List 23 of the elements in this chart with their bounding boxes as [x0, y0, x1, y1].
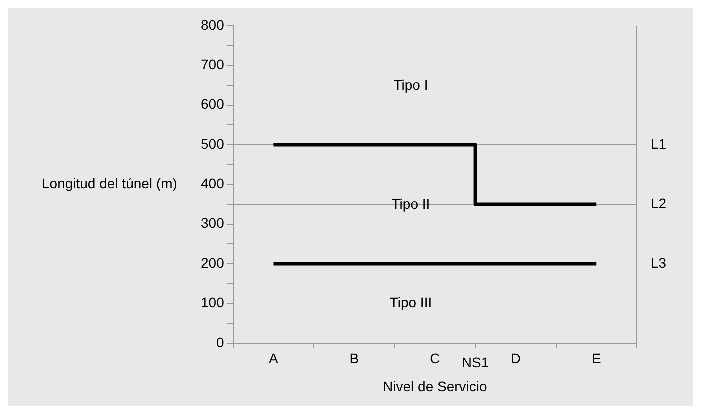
annotation: Tipo I — [394, 77, 428, 94]
y-tick-label: 700 — [201, 56, 225, 73]
y-tick-label: 0 — [216, 334, 225, 350]
y-tick-label: 400 — [201, 176, 225, 192]
x-tick-label: C — [430, 350, 440, 367]
y-tick-label: 200 — [201, 254, 225, 271]
x-tick-label: B — [350, 350, 360, 367]
x-tick-label: A — [269, 350, 280, 367]
x-tick-label: D — [510, 350, 521, 367]
x-tick-label: E — [592, 350, 602, 367]
y-tick-label: 600 — [201, 96, 225, 112]
annotation: Tipo II — [392, 196, 430, 212]
y-tick-label: 100 — [201, 294, 225, 311]
ref-line-label: L1 — [651, 136, 667, 152]
y-tick-label: 500 — [201, 136, 225, 152]
y-tick-label: 300 — [201, 215, 225, 232]
x-axis-title: Nivel de Servicio — [383, 378, 488, 394]
y-axis-title: Longitud del túnel (m) — [42, 176, 178, 192]
ref-line-label: L2 — [651, 195, 667, 212]
text: L3 — [651, 254, 667, 271]
y-tick-label: 800 — [201, 16, 225, 33]
text: NS1 — [462, 354, 490, 370]
annotation: Tipo III — [390, 294, 432, 311]
